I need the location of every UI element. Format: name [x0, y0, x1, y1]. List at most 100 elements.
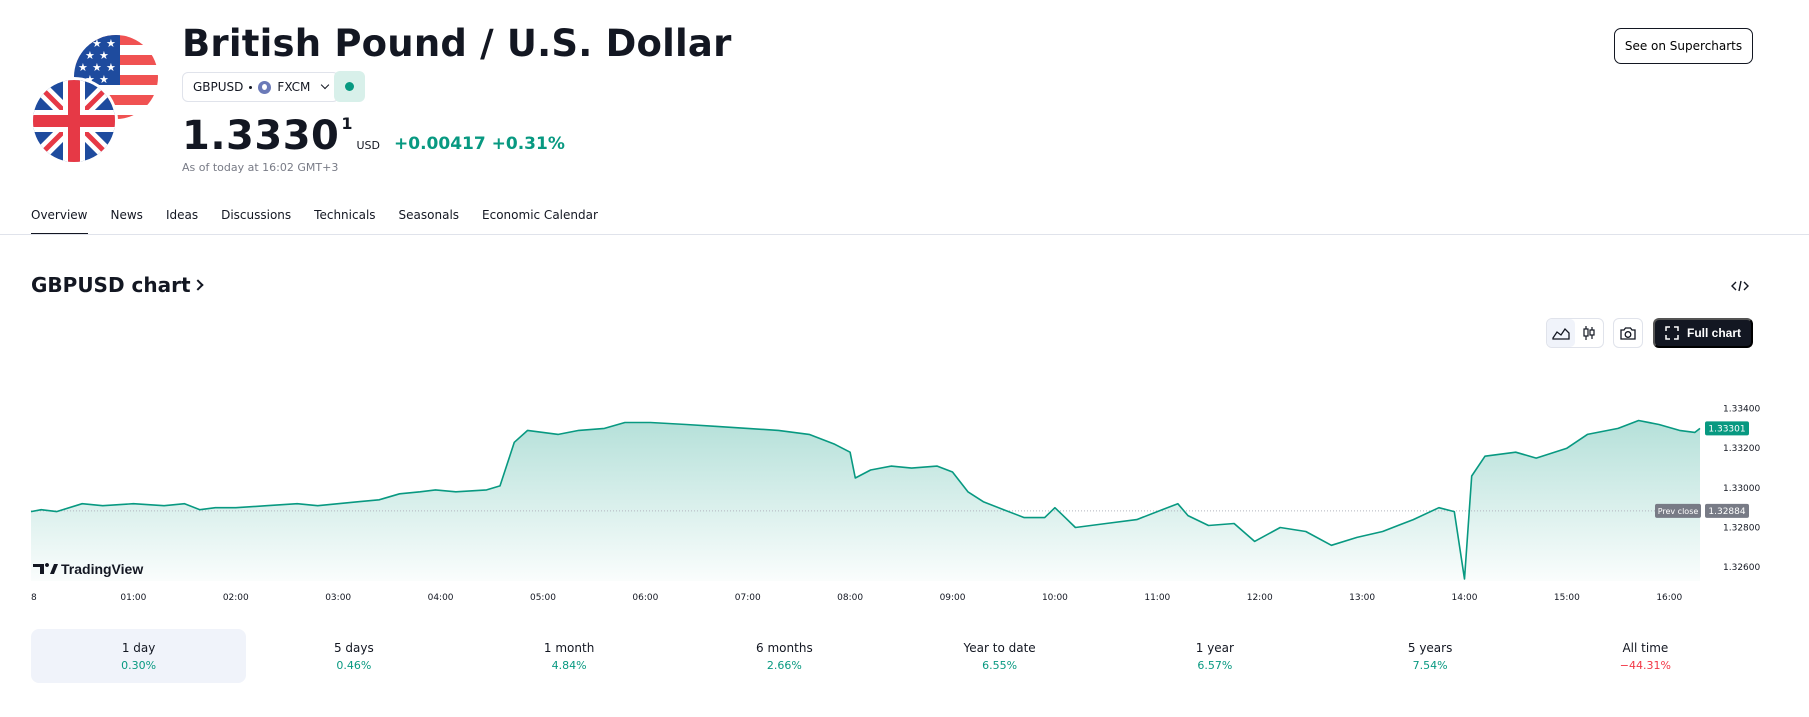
- period-tab[interactable]: 5 years 7.54%: [1323, 629, 1538, 683]
- quote-row: 1.3330 1 USD +0.00417 +0.31%: [182, 113, 565, 159]
- tradingview-logo[interactable]: TradingView: [33, 561, 143, 577]
- svg-text:★: ★: [106, 37, 116, 50]
- tab-news[interactable]: News: [110, 208, 143, 222]
- quote-timestamp: As of today at 16:02 GMT+3: [182, 161, 339, 174]
- y-tick-label: 1.33000: [1723, 484, 1760, 494]
- period-change: 7.54%: [1412, 658, 1448, 672]
- fullscreen-icon: [1665, 326, 1679, 340]
- code-icon: [1731, 280, 1749, 292]
- tab-economic-calendar[interactable]: Economic Calendar: [482, 208, 598, 222]
- x-tick-label: 02:00: [223, 593, 249, 603]
- symbol-label: GBPUSD: [193, 80, 244, 94]
- period-change: 6.55%: [982, 658, 1018, 672]
- market-status-badge[interactable]: [334, 71, 365, 102]
- x-tick-label: 10:00: [1042, 593, 1068, 603]
- last-price-label: 1.33301: [1708, 424, 1745, 434]
- period-tab[interactable]: Year to date 6.55%: [892, 629, 1107, 683]
- svg-text:★: ★: [85, 49, 95, 62]
- x-tick-label: 14:00: [1452, 593, 1478, 603]
- tab-ideas[interactable]: Ideas: [165, 208, 199, 222]
- candles-style-button[interactable]: [1575, 319, 1603, 347]
- svg-text:★: ★: [99, 49, 109, 62]
- period-label: 6 months: [756, 640, 813, 655]
- snapshot-button[interactable]: [1613, 318, 1643, 348]
- svg-text:★: ★: [106, 61, 116, 74]
- exchange-label: FXCM: [277, 80, 311, 94]
- period-tab[interactable]: 5 days 0.46%: [246, 629, 461, 683]
- tab-discussions[interactable]: Discussions: [221, 208, 292, 222]
- period-change: 4.84%: [551, 658, 587, 672]
- svg-text:★: ★: [92, 61, 102, 74]
- x-tick-label: 12:00: [1247, 593, 1273, 603]
- x-tick-label: 16:00: [1656, 593, 1682, 603]
- tradingview-icon: [33, 563, 58, 574]
- symbol-logo: ★ ★ ★ ★ ★ ★ ★ ★ ★ ★: [30, 35, 162, 165]
- exchange-icon: [258, 80, 272, 94]
- prev-close-badge: [1705, 503, 1749, 518]
- period-tab[interactable]: 1 year 6.57%: [1107, 629, 1322, 683]
- period-label: 1 year: [1195, 640, 1234, 655]
- svg-text:★: ★: [78, 61, 88, 74]
- period-label: 1 month: [543, 640, 595, 655]
- period-change: 0.30%: [121, 658, 157, 672]
- page-title: British Pound / U.S. Dollar: [182, 22, 732, 65]
- chevron-down-icon: [321, 80, 330, 90]
- full-chart-button[interactable]: Full chart: [1653, 318, 1753, 348]
- period-tab[interactable]: 1 day 0.30%: [31, 629, 247, 683]
- x-tick-label: 06:00: [632, 593, 658, 603]
- x-tick-label: 08:00: [837, 593, 863, 603]
- period-change: 0.46%: [336, 658, 372, 672]
- y-tick-label: 1.32600: [1723, 563, 1760, 573]
- see-on-supercharts-button[interactable]: See on Supercharts: [1614, 28, 1753, 64]
- symbol-exchange-selector[interactable]: GBPUSD FXCM: [182, 72, 340, 102]
- chart-style-toggle: [1546, 318, 1604, 348]
- price-chart[interactable]: 1.33400 1.33200 1.33000 1.32800 1.32600 8 01:0…: [0, 355, 1809, 605]
- chart-section-title: GBPUSD chart: [31, 273, 191, 297]
- svg-text:★: ★: [99, 73, 109, 86]
- tab-overview[interactable]: Overview: [31, 208, 88, 235]
- x-tick-label: 8: [31, 593, 37, 603]
- x-tick-label: 04:00: [428, 593, 454, 603]
- last-price: 1.3330: [182, 113, 340, 159]
- tab-technicals[interactable]: Technicals: [314, 208, 376, 222]
- period-tab[interactable]: 1 month 4.84%: [462, 629, 677, 683]
- chevron-right-icon: [191, 279, 204, 291]
- x-tick-label: 07:00: [735, 593, 761, 603]
- period-change: 6.57%: [1197, 658, 1233, 672]
- performance-periods: 1 day 0.30% 5 days 0.46% 1 month 4.84% 6 month…: [31, 629, 1753, 683]
- y-tick-label: 1.32800: [1723, 524, 1760, 534]
- chart-section-title-link[interactable]: GBPUSD chart: [31, 273, 204, 297]
- x-tick-label: 15:00: [1554, 593, 1580, 603]
- y-tick-label: 1.33400: [1723, 405, 1760, 415]
- x-tick-label: 13:00: [1349, 593, 1375, 603]
- separator-dot: [249, 85, 253, 89]
- x-tick-label: 05:00: [530, 593, 556, 603]
- period-tab[interactable]: 6 months 2.66%: [677, 629, 892, 683]
- camera-icon: [1620, 326, 1636, 340]
- uk-flag-icon: [30, 77, 118, 165]
- x-tick-label: 03:00: [325, 593, 351, 603]
- area-style-button[interactable]: [1547, 319, 1575, 347]
- tabs-divider: [0, 234, 1809, 235]
- period-change: −44.31%: [1619, 658, 1671, 672]
- svg-text:★: ★: [92, 37, 102, 50]
- change-pct: +0.31%: [491, 134, 565, 154]
- prev-close-value: 1.32884: [1708, 507, 1745, 517]
- period-label: 1 day: [121, 640, 156, 655]
- period-label: 5 years: [1407, 640, 1453, 655]
- x-tick-label: 01:00: [120, 593, 146, 603]
- period-tab[interactable]: All time −44.31%: [1538, 629, 1753, 683]
- last-price-digit: 1: [341, 114, 353, 133]
- period-label: All time: [1622, 640, 1669, 655]
- tab-seasonals[interactable]: Seasonals: [398, 208, 460, 222]
- candlestick-icon: [1583, 326, 1595, 340]
- market-open-dot-icon: [345, 82, 354, 91]
- price-change: +0.00417 +0.31%: [394, 134, 565, 154]
- price-line: [30, 419, 1701, 580]
- embed-code-button[interactable]: [1728, 276, 1752, 296]
- full-chart-label: Full chart: [1686, 326, 1741, 340]
- last-price-badge: [1705, 421, 1749, 436]
- area-chart-icon: [1552, 327, 1570, 340]
- x-tick-label: 09:00: [940, 593, 966, 603]
- period-change: 2.66%: [766, 658, 802, 672]
